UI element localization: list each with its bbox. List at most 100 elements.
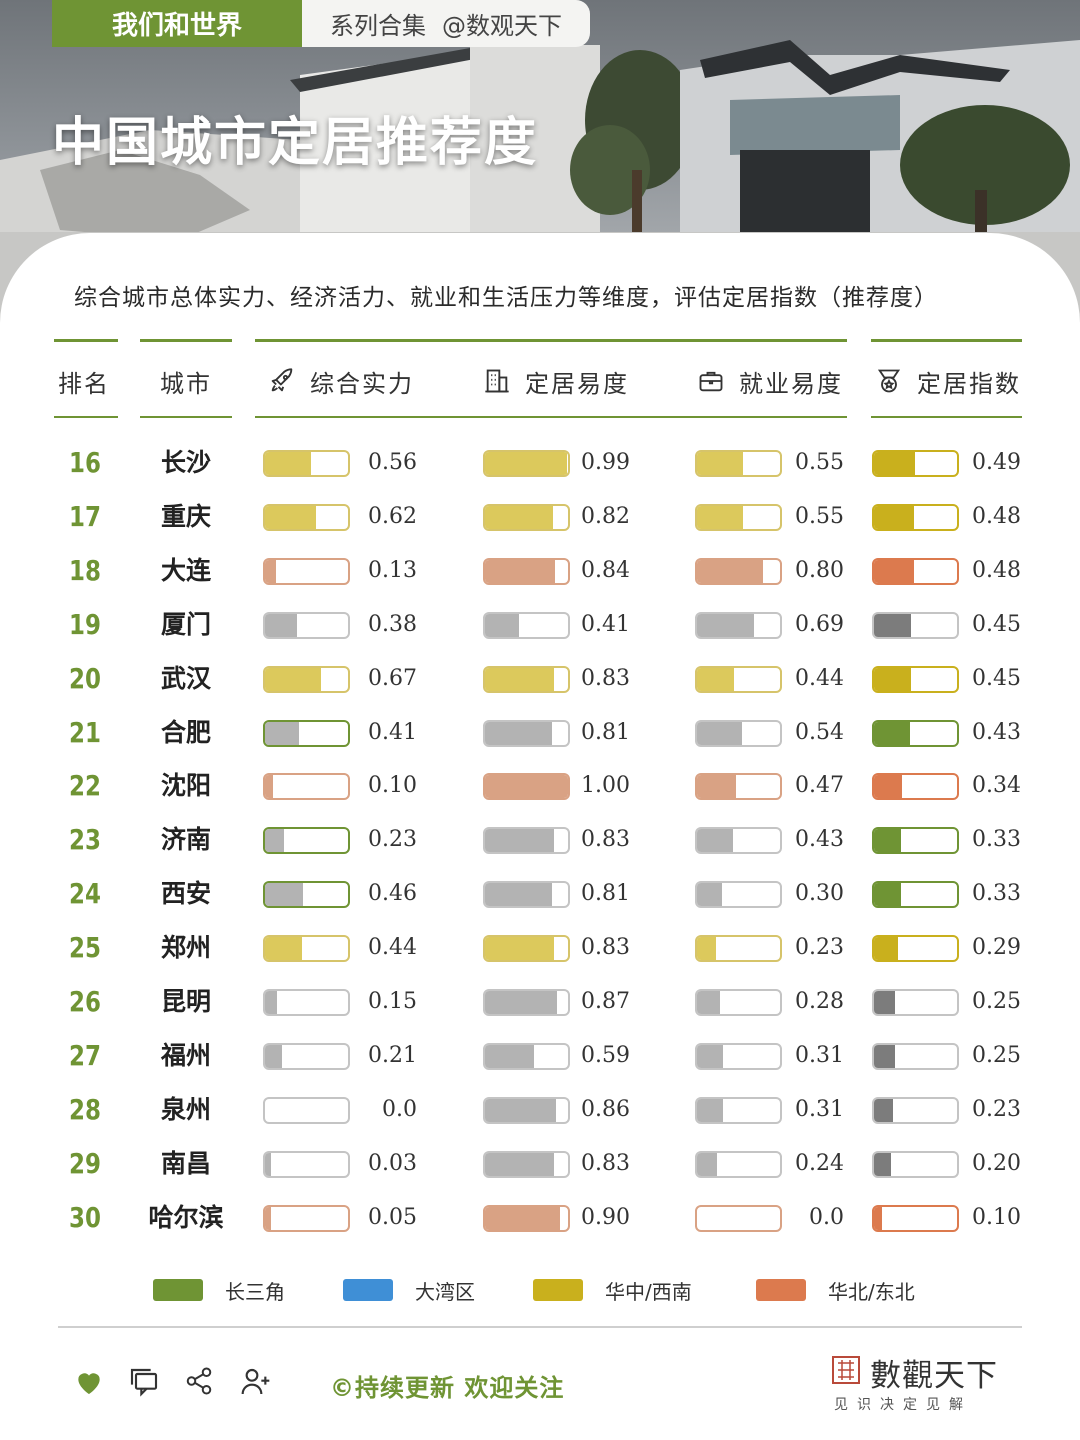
col-header-job[interactable]: 就业易度 [697, 363, 843, 399]
score-bar-job [695, 719, 782, 747]
table-row[interactable]: 22 沈阳 0.10 1.00 0.47 0.34 [0, 770, 1080, 824]
score-bar-strength [263, 665, 350, 693]
header-rule-top [54, 339, 118, 342]
rank-number: 17 [69, 499, 101, 533]
score-value-job: 0.55 [795, 503, 844, 529]
score-value-settle: 0.82 [581, 503, 630, 529]
briefcase-icon [699, 371, 723, 392]
score-bar-fill [874, 829, 902, 853]
score-bar-fill [874, 1098, 894, 1122]
score-value-settle: 0.83 [581, 935, 630, 961]
subtitle: 综合城市总体实力、经济活力、就业和生活压力等维度，评估定居指数（推荐度） [74, 285, 938, 311]
score-value-index: 0.25 [972, 1042, 1021, 1068]
rank-number: 18 [69, 553, 101, 587]
table-row[interactable]: 27 福州 0.21 0.59 0.31 0.25 [0, 1039, 1080, 1094]
table-row[interactable]: 24 西安 0.46 0.81 0.30 0.33 [0, 878, 1080, 932]
col-header-city[interactable]: 城市 [160, 363, 212, 399]
score-value-strength: 0.15 [368, 989, 417, 1014]
table-row[interactable]: 21 合肥 0.41 0.81 0.54 0.43 [0, 716, 1080, 771]
score-bar-fill [697, 505, 743, 529]
score-bar-fill [265, 1206, 271, 1230]
header-rule-bottom [140, 416, 232, 418]
legend-swatch [153, 1279, 203, 1301]
add-follow-icon[interactable] [240, 1366, 272, 1398]
brand-name: 數觀天下 [870, 1358, 998, 1394]
score-bar-strength [263, 503, 350, 531]
table-row[interactable]: 19 厦门 0.38 0.41 0.69 0.45 [0, 608, 1080, 663]
city-name: 福州 [160, 1040, 211, 1070]
table-row[interactable]: 23 济南 0.23 0.83 0.43 0.33 [0, 824, 1080, 878]
table-row[interactable]: 20 武汉 0.67 0.83 0.44 0.45 [0, 661, 1080, 717]
score-bar-job [695, 450, 782, 477]
heart-icon[interactable] [73, 1366, 105, 1398]
score-bar-fill [485, 1206, 560, 1230]
score-value-settle: 0.87 [581, 989, 630, 1014]
table-row[interactable]: 25 郑州 0.44 0.83 0.23 0.29 [0, 932, 1080, 986]
score-value-job: 0.55 [795, 450, 844, 475]
score-bar-fill [485, 721, 553, 745]
score-bar-settle [483, 1096, 570, 1124]
author-handle: @数观天下 [442, 12, 562, 40]
rank-number: 23 [69, 823, 101, 857]
rank-number: 26 [69, 985, 101, 1018]
score-bar-job [695, 503, 782, 531]
score-bar-index [872, 935, 959, 963]
score-bar-fill [874, 1044, 895, 1068]
score-value-job: 0.30 [795, 881, 844, 907]
score-bar-settle [483, 1042, 570, 1070]
score-bar-fill [265, 667, 321, 691]
col-header-index[interactable]: 定居指数 [875, 363, 1021, 399]
score-bar-strength [263, 827, 350, 855]
score-bar-strength [263, 1204, 350, 1232]
rank-number: 22 [69, 769, 101, 803]
score-bar-index [872, 1204, 959, 1232]
score-bar-fill [697, 1044, 723, 1068]
col-header-settle[interactable]: 定居易度 [483, 363, 629, 399]
score-bar-index [872, 1150, 959, 1178]
score-bar-fill [485, 505, 554, 529]
header-rule-top [871, 339, 1022, 342]
score-bar-job [695, 1096, 782, 1124]
table-row[interactable]: 18 大连 0.13 0.84 0.80 0.48 [0, 553, 1080, 609]
score-bar-strength [263, 557, 350, 585]
score-value-settle: 0.90 [581, 1204, 630, 1230]
score-value-strength: 0.41 [368, 719, 417, 745]
rank-number: 29 [69, 1146, 101, 1180]
score-bar-job [695, 935, 782, 963]
series-tag: 我们和世界 [52, 0, 302, 47]
comment-icon[interactable] [128, 1366, 160, 1398]
brand-slogan: 见识决定见解 [834, 1397, 972, 1413]
table-row[interactable]: 16 长沙 0.56 0.99 0.55 0.49 [0, 447, 1080, 501]
header-rule-bottom [255, 416, 847, 418]
table-row[interactable]: 28 泉州 0.0 0.86 0.31 0.23 [0, 1093, 1080, 1148]
rank-number: 30 [69, 1200, 101, 1234]
medal-icon [877, 369, 901, 393]
score-bar-strength [263, 1150, 350, 1178]
score-bar-settle [483, 935, 570, 963]
score-value-index: 0.48 [972, 503, 1021, 529]
score-bar-fill [265, 613, 297, 637]
table-row[interactable]: 30 哈尔滨 0.05 0.90 0.0 0.10 [0, 1200, 1080, 1256]
score-value-settle: 0.81 [581, 719, 630, 745]
score-value-strength: 0.05 [368, 1204, 417, 1230]
score-bar-fill [485, 775, 568, 799]
score-bar-fill [874, 883, 902, 907]
table-row[interactable]: 26 昆明 0.15 0.87 0.28 0.25 [0, 986, 1080, 1040]
score-bar-settle [483, 503, 570, 531]
collection-tag[interactable]: 系列合集 @数观天下 [302, 0, 590, 47]
follow-text: ©持续更新 欢迎关注 [330, 1374, 565, 1402]
score-bar-fill [874, 937, 899, 961]
col-header-rank[interactable]: 排名 [58, 363, 110, 399]
table-row[interactable]: 17 重庆 0.62 0.82 0.55 0.48 [0, 499, 1080, 555]
score-value-settle: 1.00 [581, 773, 630, 799]
share-icon[interactable] [184, 1366, 214, 1396]
score-bar-index [872, 881, 959, 909]
brand-seal-icon [832, 1356, 860, 1384]
score-bar-fill [485, 937, 554, 961]
score-bar-fill [697, 559, 764, 583]
rank-number: 20 [69, 661, 101, 695]
col-header-strength[interactable]: 综合实力 [268, 363, 414, 399]
table-row[interactable]: 29 南昌 0.03 0.83 0.24 0.20 [0, 1146, 1080, 1202]
score-bar-settle [483, 827, 570, 855]
city-name: 大连 [160, 555, 211, 585]
